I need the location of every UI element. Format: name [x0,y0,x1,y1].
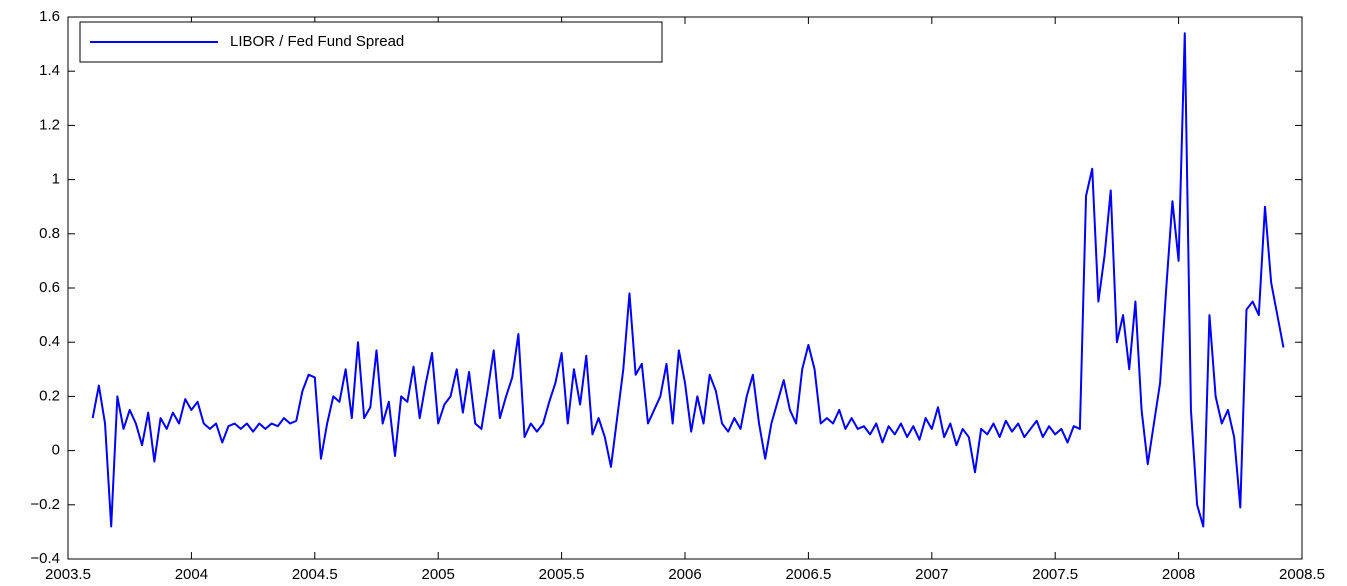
plot-frame [67,16,1303,560]
x-tick-label: 2003.5 [45,566,91,583]
y-tick-label: 1.6 [39,8,60,25]
x-tick-label: 2004 [175,566,208,583]
y-tick-label: −0.4 [30,550,60,567]
y-tick-label: −0.2 [30,496,60,513]
legend-label: LIBOR / Fed Fund Spread [230,33,404,50]
y-tick-label: 0.2 [39,387,60,404]
data-line [91,32,1285,528]
y-tick-label: 0 [52,442,60,459]
x-tick-label: 2008.5 [1279,566,1325,583]
y-tick-label: 1 [52,171,60,188]
x-tick-label: 2007 [915,566,948,583]
x-tick-label: 2007.5 [1032,566,1078,583]
x-tick-label: 2005.5 [539,566,585,583]
y-tick-label: 0.8 [39,225,60,242]
y-tick-label: 1.4 [39,62,60,79]
y-tick-label: 1.2 [39,116,60,133]
y-tick-label: 0.4 [39,333,60,350]
x-tick-label: 2008 [1162,566,1195,583]
x-tick-label: 2005 [422,566,455,583]
y-tick-label: 0.6 [39,279,60,296]
x-tick-label: 2006 [668,566,701,583]
x-tick-label: 2006.5 [785,566,831,583]
x-tick-label: 2004.5 [292,566,338,583]
